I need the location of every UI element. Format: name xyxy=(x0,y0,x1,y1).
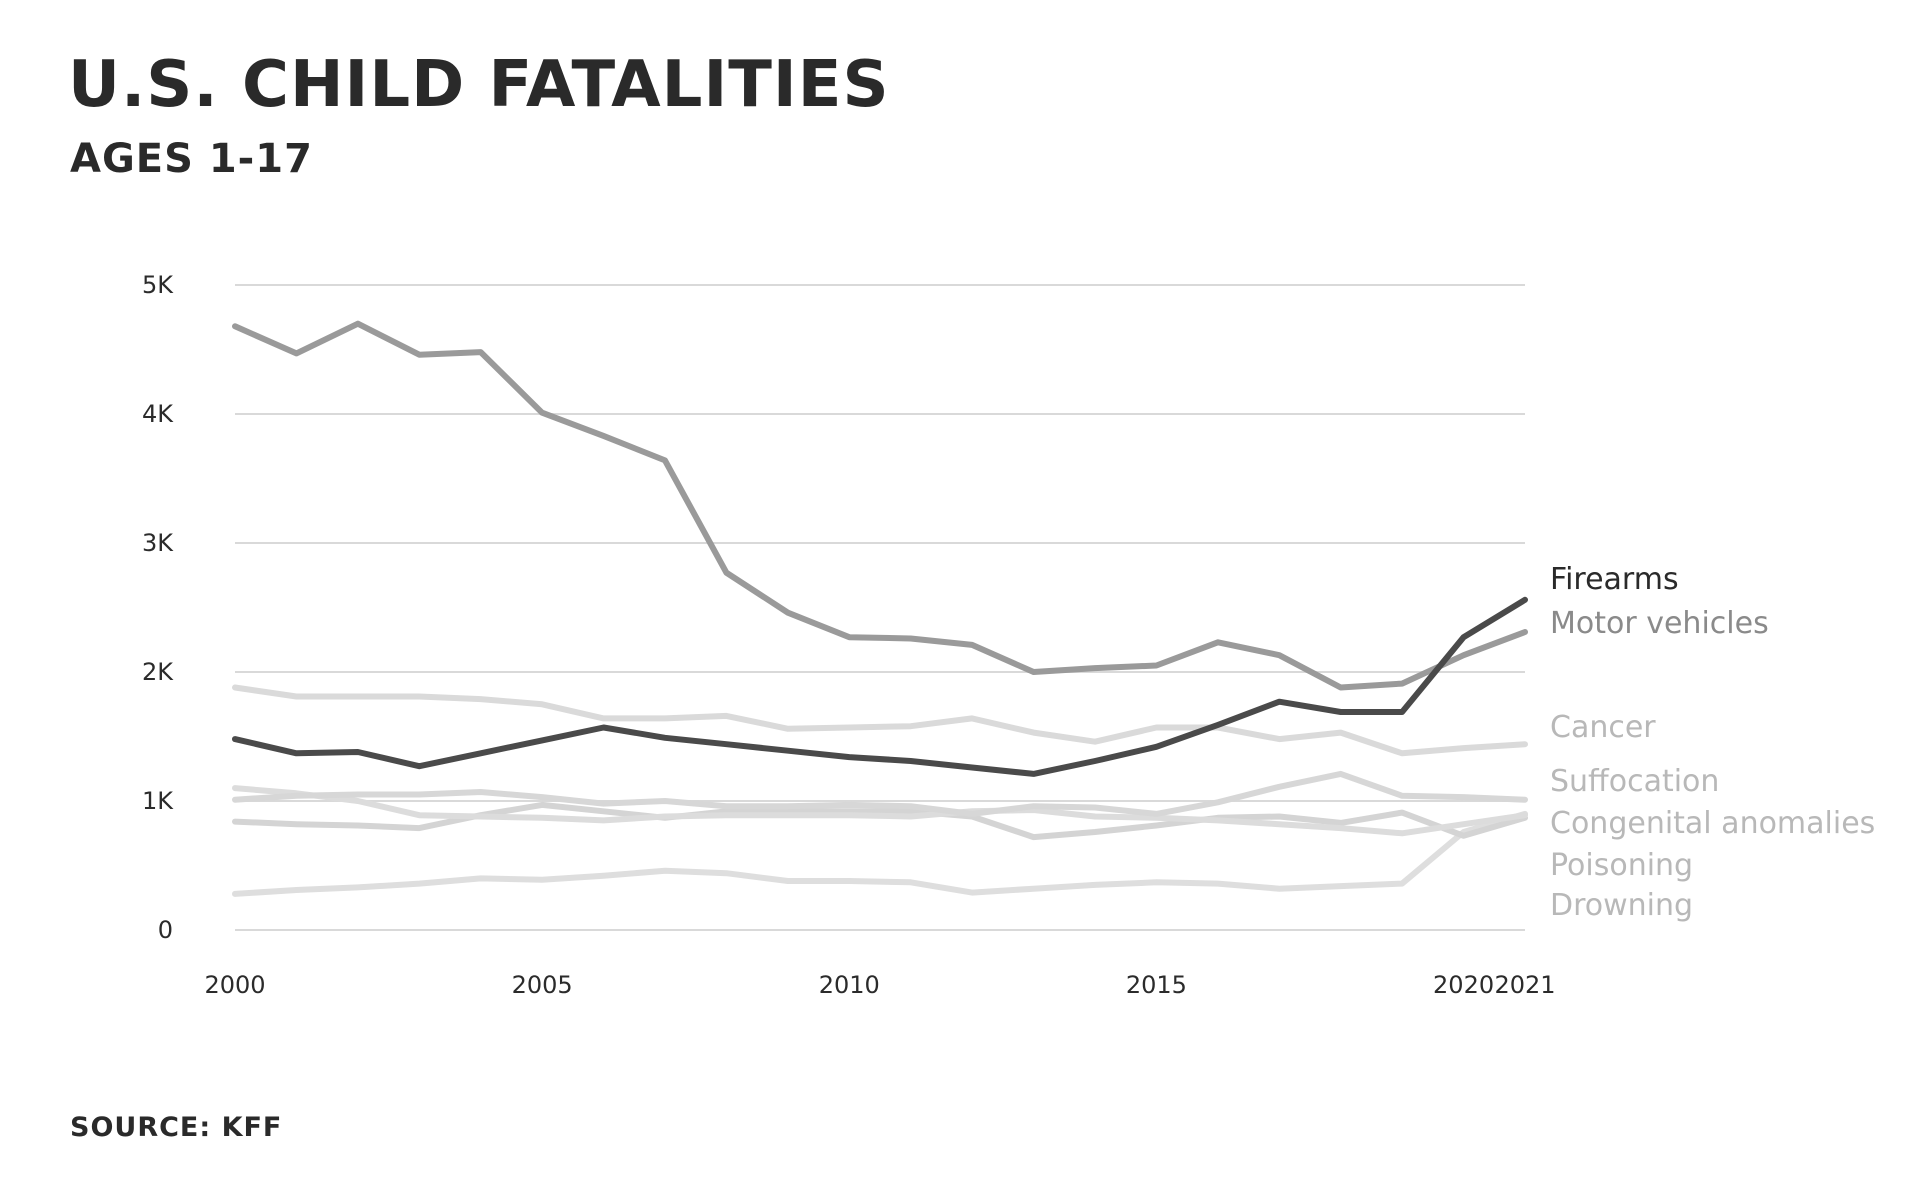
x-tick-label: 2020 xyxy=(1433,971,1494,999)
series-lines xyxy=(232,320,1528,897)
y-tick-label: 4K xyxy=(142,400,174,428)
x-tick-label: 2021 xyxy=(1494,971,1555,999)
source-note: SOURCE: KFF xyxy=(70,1112,283,1143)
series-line-congenital-anomalies xyxy=(232,785,1528,837)
series-line-suffocation xyxy=(232,770,1528,817)
series-label-firearms: Firearms xyxy=(1550,562,1679,597)
x-axis-tick-labels: 2000 2005 2010 2015 2020 2021 xyxy=(204,971,1555,999)
series-line-motor-vehicles xyxy=(232,320,1528,691)
chart-title: U.S. CHILD FATALITIES xyxy=(68,48,890,122)
y-axis-tick-labels: 0 1K 2K 3K 4K 5K xyxy=(142,271,174,944)
x-tick-label: 2010 xyxy=(819,971,880,999)
y-tick-label: 0 xyxy=(158,916,173,944)
y-tick-label: 5K xyxy=(142,271,174,299)
series-label-poisoning: Poisoning xyxy=(1550,848,1693,883)
x-tick-label: 2000 xyxy=(204,971,265,999)
y-tick-label: 3K xyxy=(142,529,174,557)
series-label-congenital-anomalies: Congenital anomalies xyxy=(1550,806,1875,841)
y-tick-label: 1K xyxy=(142,787,174,815)
series-label-motor-vehicles: Motor vehicles xyxy=(1550,606,1769,641)
grid-lines xyxy=(235,284,1525,931)
series-label-suffocation: Suffocation xyxy=(1550,764,1719,799)
series-line-poisoning xyxy=(232,801,1528,841)
x-tick-label: 2015 xyxy=(1126,971,1187,999)
y-tick-label: 2K xyxy=(142,658,174,686)
series-line-drowning xyxy=(232,810,1528,897)
x-tick-label: 2005 xyxy=(512,971,573,999)
series-line-firearms xyxy=(232,596,1528,777)
series-line-cancer xyxy=(232,684,1528,757)
series-label-cancer: Cancer xyxy=(1550,710,1656,745)
chart-subtitle: AGES 1-17 xyxy=(70,136,313,182)
series-label-drowning: Drowning xyxy=(1550,888,1693,923)
series-labels: Firearms Motor vehicles Cancer Suffocation C… xyxy=(1550,562,1875,923)
